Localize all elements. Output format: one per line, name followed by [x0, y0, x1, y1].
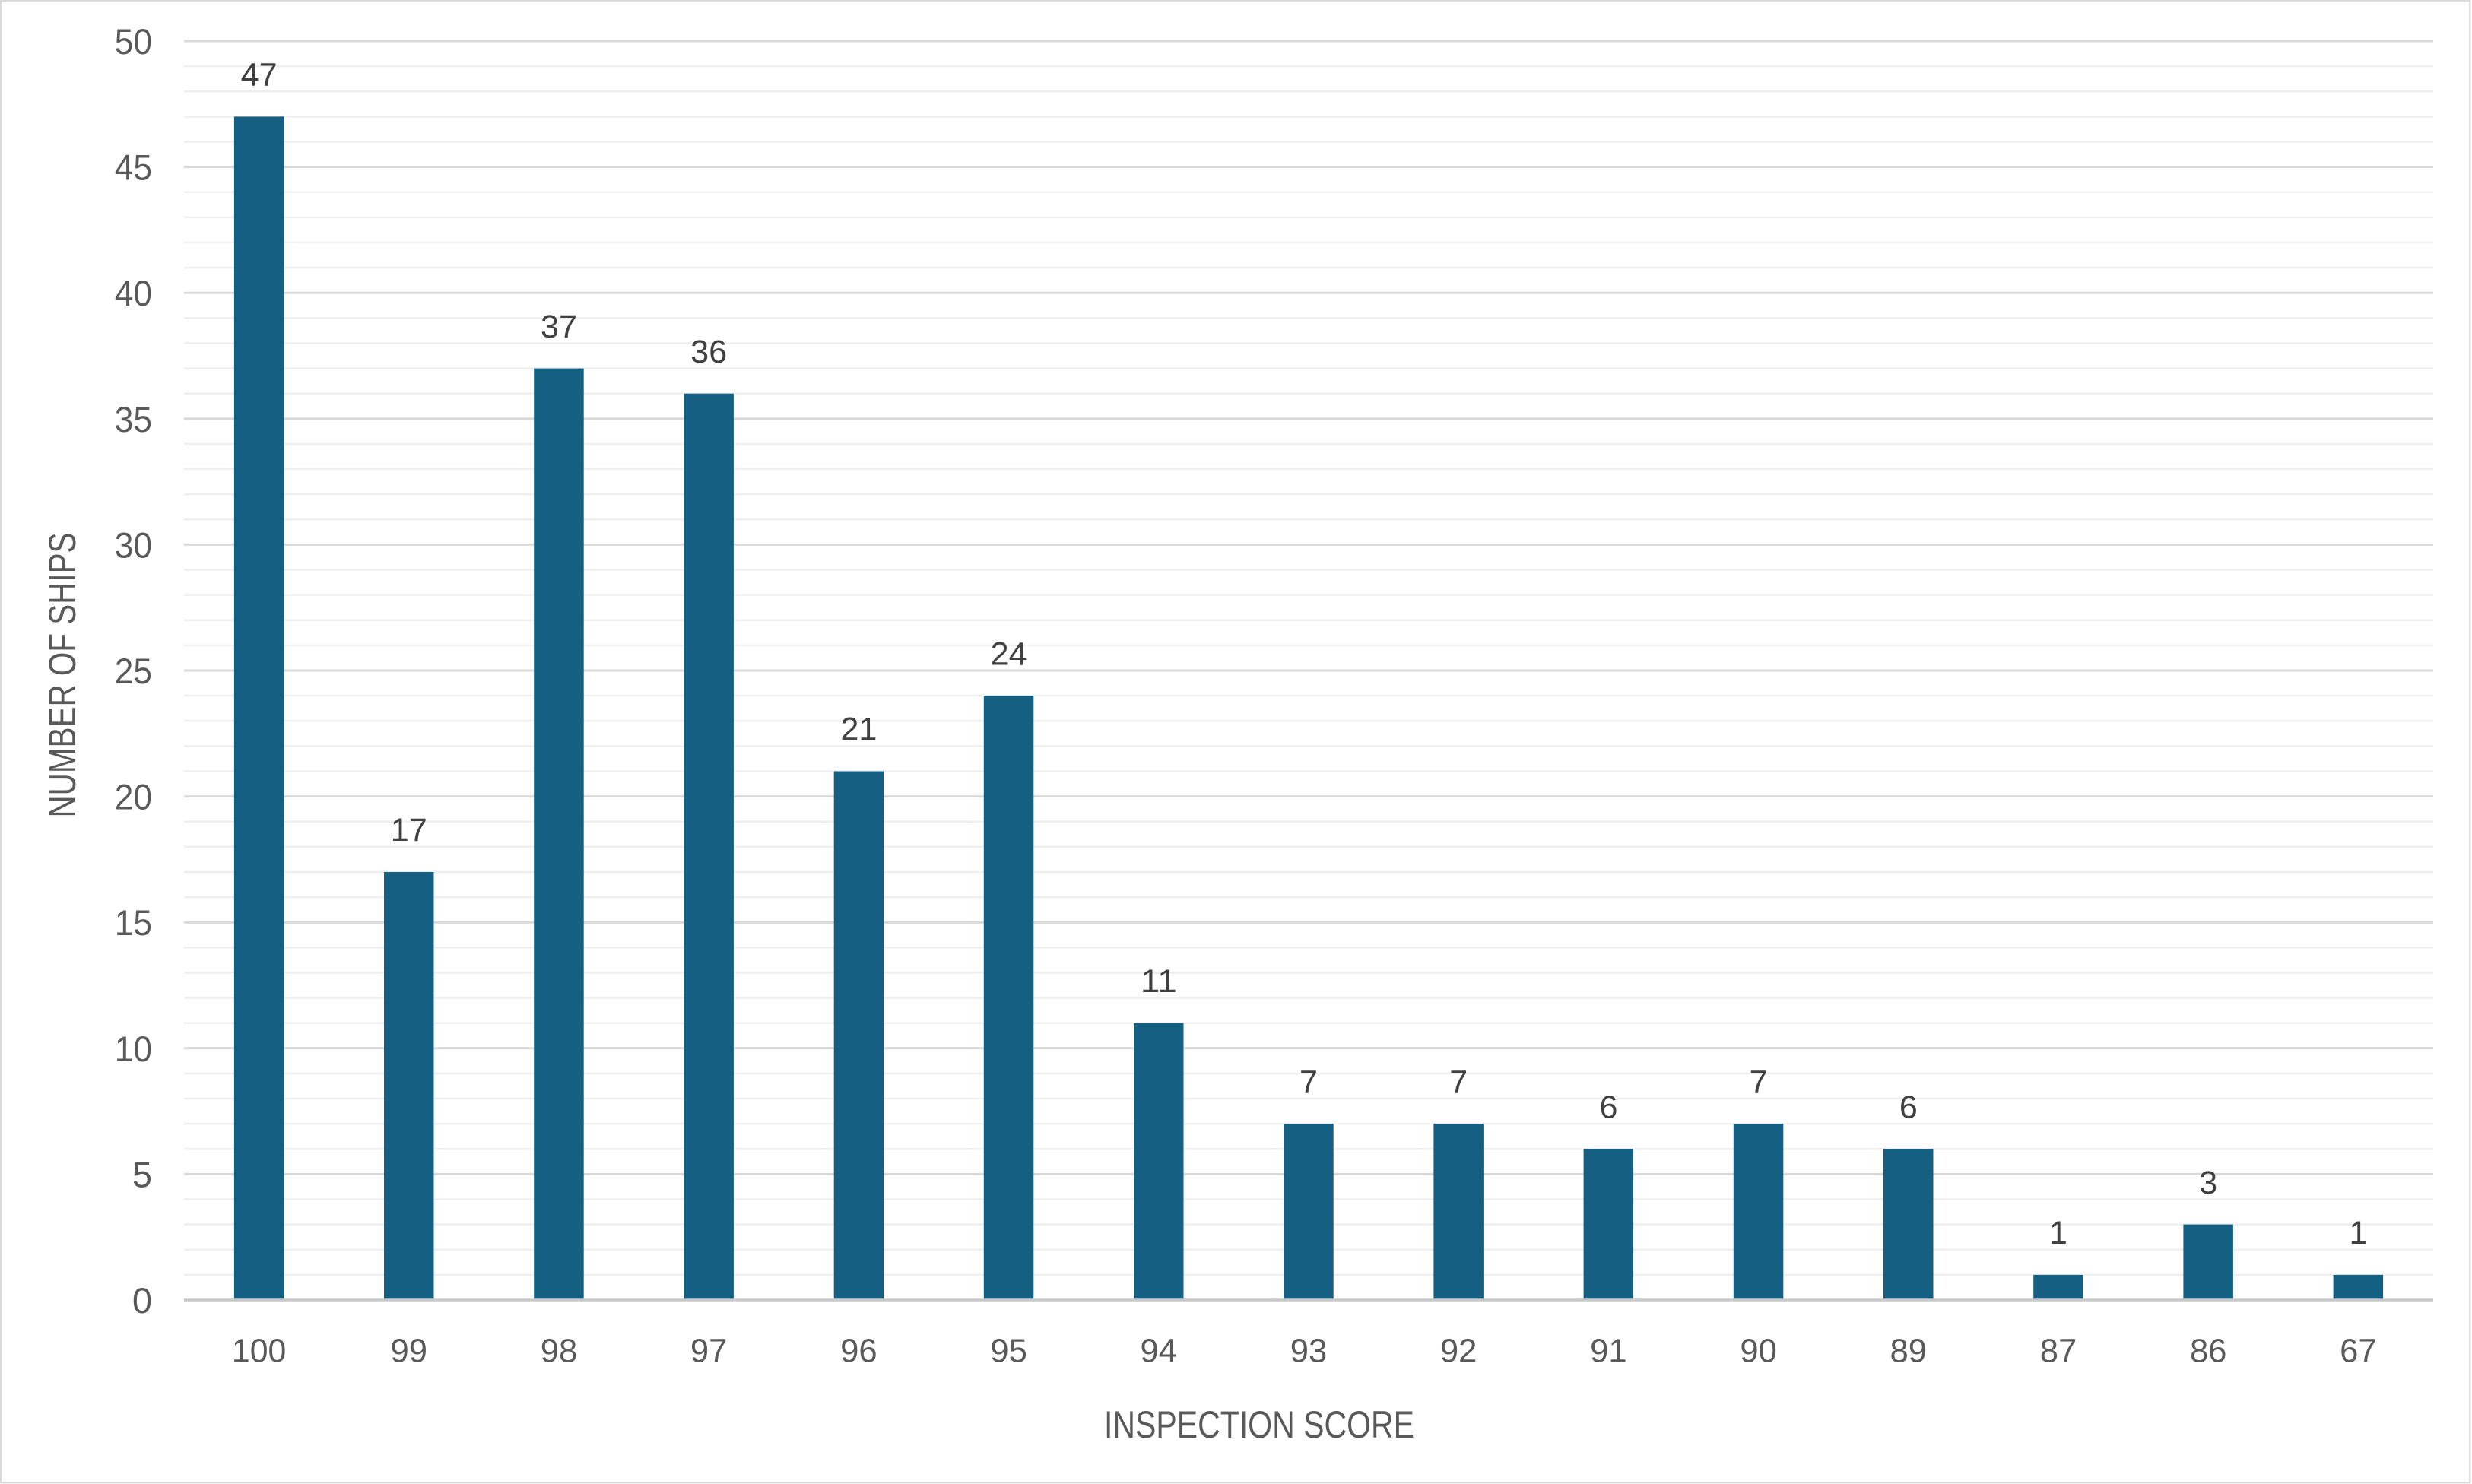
svg-text:95: 95 [990, 1333, 1027, 1370]
svg-text:93: 93 [1290, 1333, 1328, 1370]
svg-text:45: 45 [115, 147, 152, 188]
svg-text:47: 47 [241, 57, 278, 94]
svg-text:99: 99 [391, 1333, 428, 1370]
svg-text:94: 94 [1141, 1333, 1178, 1370]
svg-text:30: 30 [115, 525, 152, 565]
svg-text:25: 25 [115, 651, 152, 691]
svg-text:7: 7 [1750, 1064, 1768, 1100]
svg-text:7: 7 [1449, 1064, 1468, 1100]
svg-text:1: 1 [2049, 1215, 2067, 1251]
svg-text:17: 17 [391, 812, 427, 848]
svg-text:35: 35 [115, 399, 152, 439]
svg-text:89: 89 [1890, 1333, 1928, 1370]
svg-text:90: 90 [1740, 1333, 1777, 1370]
svg-text:67: 67 [2340, 1333, 2377, 1370]
svg-text:15: 15 [115, 902, 152, 943]
svg-text:98: 98 [541, 1333, 578, 1370]
svg-text:6: 6 [1599, 1089, 1617, 1126]
svg-text:92: 92 [1440, 1333, 1477, 1370]
svg-text:87: 87 [2040, 1333, 2077, 1370]
svg-text:3: 3 [2199, 1165, 2217, 1201]
svg-text:0: 0 [132, 1280, 152, 1321]
svg-text:1: 1 [2349, 1215, 2367, 1251]
svg-text:20: 20 [115, 777, 152, 817]
svg-text:91: 91 [1590, 1333, 1627, 1370]
svg-text:11: 11 [1141, 963, 1177, 1000]
svg-text:21: 21 [840, 712, 877, 748]
svg-text:INSPECTION SCORE: INSPECTION SCORE [1104, 1403, 1414, 1446]
svg-text:10: 10 [115, 1029, 152, 1069]
svg-text:37: 37 [541, 309, 577, 345]
svg-text:86: 86 [2190, 1333, 2227, 1370]
svg-text:36: 36 [690, 334, 727, 370]
svg-text:NUMBER OF SHIPS: NUMBER OF SHIPS [41, 533, 84, 818]
svg-text:24: 24 [991, 636, 1027, 672]
svg-text:50: 50 [115, 21, 152, 62]
svg-text:6: 6 [1899, 1089, 1918, 1126]
svg-text:5: 5 [132, 1154, 152, 1194]
svg-text:7: 7 [1299, 1064, 1318, 1100]
svg-text:96: 96 [840, 1333, 877, 1370]
svg-text:100: 100 [232, 1333, 286, 1370]
svg-text:97: 97 [690, 1333, 728, 1370]
svg-text:40: 40 [115, 273, 152, 313]
